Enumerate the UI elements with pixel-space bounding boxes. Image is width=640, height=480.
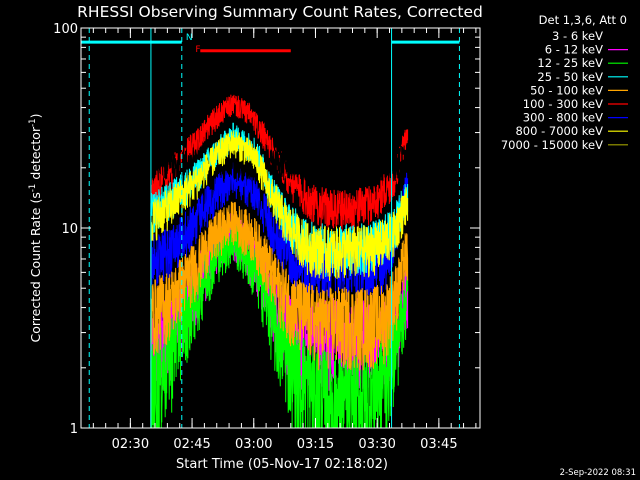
legend-title: Det 1,3,6, Att 0 — [539, 13, 627, 27]
y-axis-label-sup2: -1 — [28, 118, 38, 126]
y-axis-label-sup1: -1 — [28, 184, 38, 192]
legend-label: 7000 - 15000 keV — [501, 138, 603, 152]
y-axis-label-mid: detector — [28, 126, 43, 184]
y-tick-label: 1 — [70, 422, 78, 437]
y-tick-label: 100 — [53, 22, 78, 37]
legend-label: 800 - 7000 keV — [515, 124, 603, 138]
y-axis-label-end: ) — [28, 114, 43, 119]
series-trace-path — [150, 142, 409, 182]
footer-timestamp: 2-Sep-2022 08:31 — [560, 468, 636, 478]
tick-layer: 1 10 100 02:30 02:45 03:00 03:15 03:30 03:45 — [53, 22, 480, 452]
marker-n: N — [186, 33, 193, 43]
series-trace-path — [150, 220, 409, 429]
chart-title: RHESSI Observing Summary Count Rates, Co… — [77, 3, 483, 21]
legend-label: 100 - 300 keV — [523, 97, 603, 111]
series-trace-path — [150, 201, 409, 371]
series-trace-path — [150, 130, 409, 281]
x-tick-label: 02:45 — [173, 437, 210, 452]
marker-f: F — [195, 45, 200, 55]
y-tick-label: 10 — [61, 222, 78, 237]
legend-label: 50 - 100 keV — [530, 83, 603, 97]
y-axis-label-main: Corrected Count Rate (s — [28, 192, 43, 342]
legend-label: 300 - 800 keV — [523, 111, 603, 125]
legend-label: 6 - 12 keV — [545, 43, 603, 57]
x-tick-label: 02:30 — [112, 437, 149, 452]
x-tick-label: 03:15 — [297, 437, 334, 452]
legend-label: 25 - 50 keV — [537, 70, 603, 84]
x-tick-label: 03:45 — [420, 437, 457, 452]
y-axis-label: Corrected Count Rate (s-1 detector-1) — [28, 114, 43, 343]
x-tick-label: 03:00 — [235, 437, 272, 452]
x-axis-label: Start Time (05-Nov-17 02:18:02) — [176, 457, 388, 472]
legend-label: 12 - 25 keV — [537, 56, 603, 70]
legend-label: 3 - 6 keV — [552, 29, 603, 43]
x-tick-label: 03:30 — [358, 437, 395, 452]
